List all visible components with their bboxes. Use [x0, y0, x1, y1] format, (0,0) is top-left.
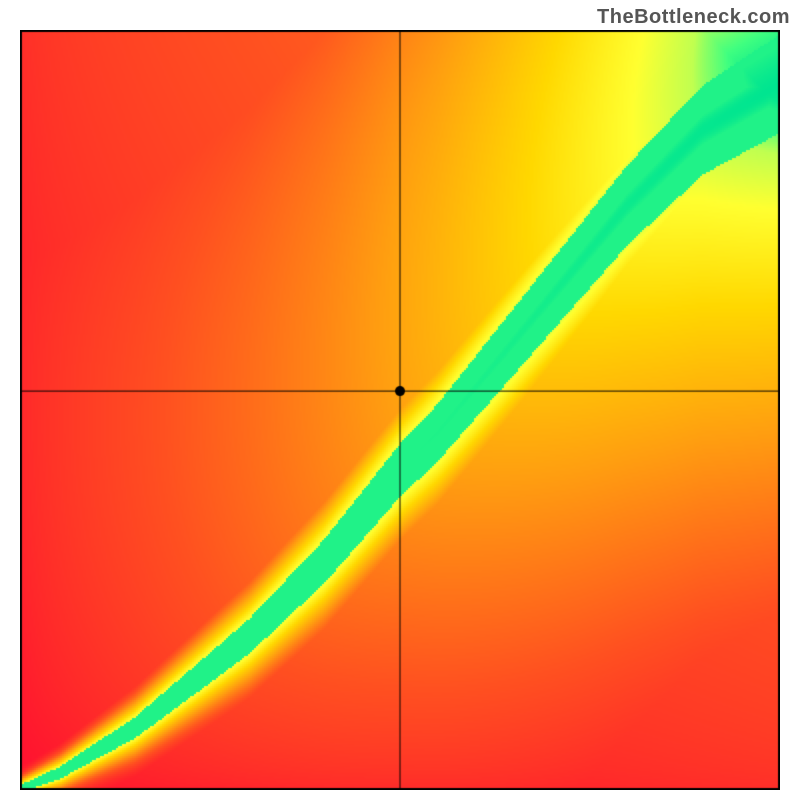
heatmap-canvas	[20, 30, 780, 790]
figure-container: TheBottleneck.com	[0, 0, 800, 800]
watermark-text: TheBottleneck.com	[597, 6, 790, 29]
